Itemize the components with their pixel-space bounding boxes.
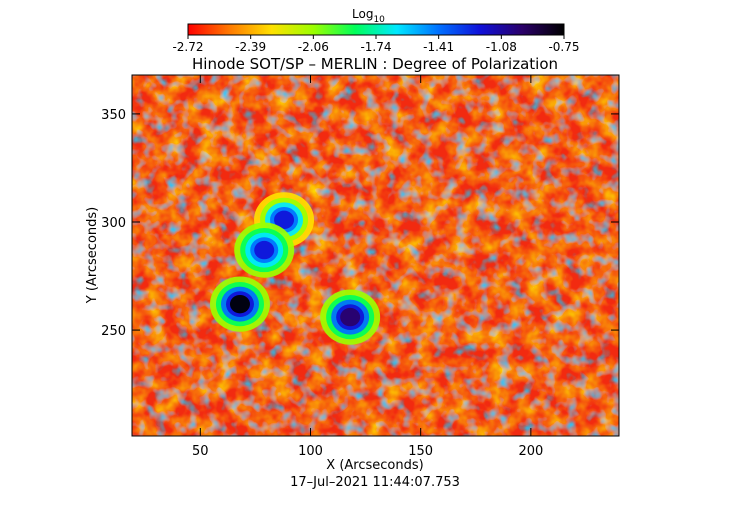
colorbar-tick-label: -0.75 (548, 40, 579, 54)
colorbar-gradient (187, 23, 565, 36)
x-tick-label: 100 (298, 444, 323, 459)
polarization-patch (254, 240, 275, 260)
timestamp: 17–Jul–2021 11:44:07.753 (290, 475, 460, 490)
colorbar-tick-label: -1.74 (360, 40, 391, 54)
colorbar-tick-label: -2.72 (172, 40, 203, 54)
colorbar: Log10 -2.72 -2.39 -2.06 -1.74 -1.41 -1.08 -0.7… (172, 7, 579, 54)
polarization-patch (340, 307, 361, 327)
colorbar-tick-label: -2.06 (298, 40, 329, 54)
plot-area: 50 100 150 200 250 300 350 (101, 74, 620, 459)
x-tick-label: 50 (192, 444, 209, 459)
colorbar-label-main: Log (352, 7, 373, 21)
y-axis-title: Y (Arcseconds) (85, 207, 100, 304)
colorbar-tick-label: -2.39 (235, 40, 266, 54)
x-tick-label: 150 (408, 444, 433, 459)
y-tick-label: 350 (101, 108, 126, 123)
x-axis-ticks: 50 100 150 200 (192, 75, 543, 459)
plot-frame (131, 74, 620, 437)
heatmap-features (209, 192, 381, 345)
polarization-patch (274, 210, 295, 230)
polarization-patch (229, 294, 250, 314)
heatmap-texture (132, 75, 619, 436)
x-axis-title: X (Arcseconds) (326, 458, 423, 473)
chart-title: Hinode SOT/SP – MERLIN : Degree of Polar… (192, 55, 558, 73)
y-axis-ticks: 250 300 350 (101, 108, 619, 339)
colorbar-label: Log10 (352, 7, 385, 25)
colorbar-tick-label: -1.41 (423, 40, 454, 54)
colorbar-label-sub: 10 (373, 15, 385, 25)
y-tick-label: 250 (101, 324, 126, 339)
colorbar-tick-label: -1.08 (486, 40, 517, 54)
x-tick-label: 200 (518, 444, 543, 459)
y-tick-label: 300 (101, 216, 126, 231)
colorbar-ticks: -2.72 -2.39 -2.06 -1.74 -1.41 -1.08 -0.75 (172, 35, 580, 54)
